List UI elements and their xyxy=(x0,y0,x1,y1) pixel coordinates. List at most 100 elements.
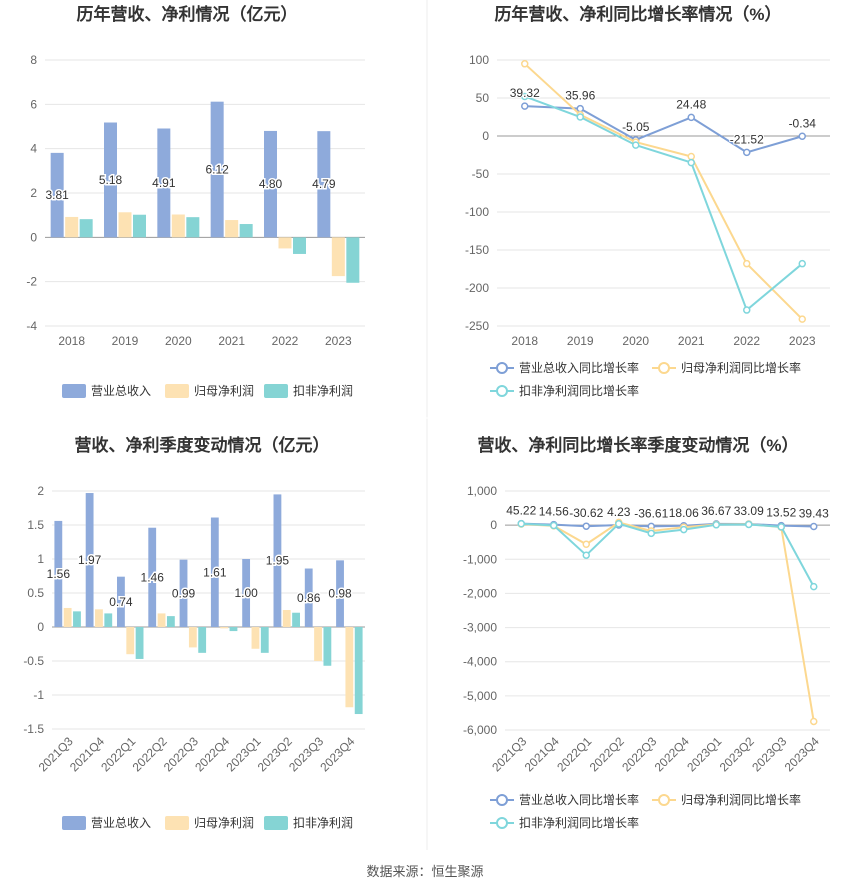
footer-source: 数据来源：恒生聚源 xyxy=(366,864,483,879)
x-tick-label: 2019 xyxy=(112,334,139,348)
x-tick-label: 2018 xyxy=(58,334,85,348)
bar-revenue xyxy=(242,559,251,627)
data-label: 1.00 xyxy=(234,586,258,600)
x-tick-label: 2020 xyxy=(622,334,649,348)
bar-revenue xyxy=(85,493,94,627)
data-label: 1.97 xyxy=(78,553,102,567)
bar-net-profit xyxy=(345,627,354,708)
series-point xyxy=(687,113,695,122)
y-tick-label: 8 xyxy=(30,53,37,67)
data-label: 0.98 xyxy=(328,587,352,601)
data-label: 4.79 xyxy=(312,177,336,191)
x-tick-label: 2023Q3 xyxy=(749,734,789,774)
y-tick-label: -4 xyxy=(26,319,37,333)
series-point xyxy=(632,141,640,149)
x-tick-label: 2022Q4 xyxy=(652,734,692,774)
x-tick-label: 2018 xyxy=(511,334,538,348)
x-tick-label: 2022 xyxy=(272,334,299,348)
y-tick-label: 0 xyxy=(30,230,37,244)
legend-label: 营业总收入 xyxy=(91,816,151,830)
y-tick-label: 0.5 xyxy=(27,586,44,600)
series-line-revenue-line xyxy=(524,105,803,154)
series-point xyxy=(687,152,695,161)
bar-revenue xyxy=(117,576,125,627)
bar-revenue xyxy=(157,128,171,238)
bar-revenue xyxy=(50,152,64,238)
legend-label: 归母净利润同比增长率 xyxy=(681,360,801,375)
y-tick-label: -50 xyxy=(472,167,490,181)
x-tick-label: 2022 xyxy=(733,334,760,348)
bar-deducted xyxy=(239,224,253,238)
bar-deducted xyxy=(323,627,332,666)
bar-deducted xyxy=(104,613,113,627)
legend-marker xyxy=(658,794,670,806)
data-label: -21.52 xyxy=(730,132,764,146)
bar-deducted xyxy=(346,237,360,283)
bar-revenue xyxy=(210,517,219,627)
data-label: 1.56 xyxy=(47,567,71,581)
bar-deducted xyxy=(133,214,146,238)
bar-deducted xyxy=(135,627,144,659)
bar-net-profit xyxy=(331,237,345,277)
bar-revenue xyxy=(210,101,224,238)
data-label: -30.62 xyxy=(569,506,603,520)
bar-revenue xyxy=(54,520,63,627)
bar-net-profit xyxy=(63,607,72,627)
series-point xyxy=(743,259,751,268)
y-tick-label: 6 xyxy=(30,97,37,111)
data-label: 1.46 xyxy=(141,570,165,584)
y-tick-label: -2 xyxy=(26,275,37,289)
y-tick-label: -5,000 xyxy=(463,689,497,703)
y-tick-label: 0 xyxy=(490,518,497,532)
bar-revenue xyxy=(317,131,331,238)
bar-deducted xyxy=(292,612,300,627)
bar-deducted xyxy=(198,627,207,653)
legend-swatch xyxy=(62,384,86,398)
data-label: 4.23 xyxy=(607,505,631,519)
legend-label: 归母净利润 xyxy=(194,384,254,398)
data-label: -0.34 xyxy=(789,116,817,130)
data-label: 36.67 xyxy=(701,504,731,518)
series-line-deducted-line xyxy=(521,522,815,588)
data-label: 45.22 xyxy=(506,504,536,518)
bar-revenue xyxy=(104,122,117,238)
bar-net-profit xyxy=(314,627,322,661)
data-label: 33.09 xyxy=(734,504,764,518)
x-tick-label: 2022Q2 xyxy=(587,734,627,774)
series-point xyxy=(798,315,806,323)
data-label: 5.18 xyxy=(99,173,123,187)
series-point xyxy=(521,92,529,101)
bar-deducted xyxy=(73,611,81,627)
bar-net-profit xyxy=(282,610,291,627)
legend-marker xyxy=(496,385,508,397)
chart-quarter-line: 营收、净利同比增长率季度变动情况（%） -6,000 -5,000 -4,000 -3,… xyxy=(463,435,830,830)
y-tick-label: -150 xyxy=(465,243,489,257)
chart-title: 营收、净利同比增长率季度变动情况（%） xyxy=(477,435,798,455)
series-line-deducted-line xyxy=(524,95,803,312)
x-tick-label: 2021Q4 xyxy=(522,734,562,774)
legend-label: 扣非净利润 xyxy=(293,384,353,398)
x-tick-label: 2023Q1 xyxy=(684,734,724,774)
y-tick-label: 4 xyxy=(30,142,37,156)
x-tick-label: 2021 xyxy=(678,334,705,348)
bar-deducted xyxy=(354,627,363,715)
bar-revenue xyxy=(148,527,157,627)
data-label: 13.52 xyxy=(766,506,796,520)
bar-net-profit xyxy=(95,609,103,627)
data-label: -36.61 xyxy=(634,506,668,520)
bar-net-profit xyxy=(65,216,79,238)
y-tick-label: -2,000 xyxy=(463,586,497,600)
y-tick-label: 2 xyxy=(30,186,37,200)
series-point xyxy=(798,259,806,268)
x-tick-label: 2023Q2 xyxy=(717,734,757,774)
data-label: 6.12 xyxy=(205,163,229,177)
series-point xyxy=(517,520,525,528)
y-tick-label: -3,000 xyxy=(463,621,497,635)
legend-swatch xyxy=(62,816,86,830)
y-tick-label: -100 xyxy=(465,205,489,219)
series-point xyxy=(582,540,590,549)
y-tick-label: 100 xyxy=(469,53,489,67)
bar-revenue xyxy=(336,560,344,627)
series-point xyxy=(521,102,529,110)
